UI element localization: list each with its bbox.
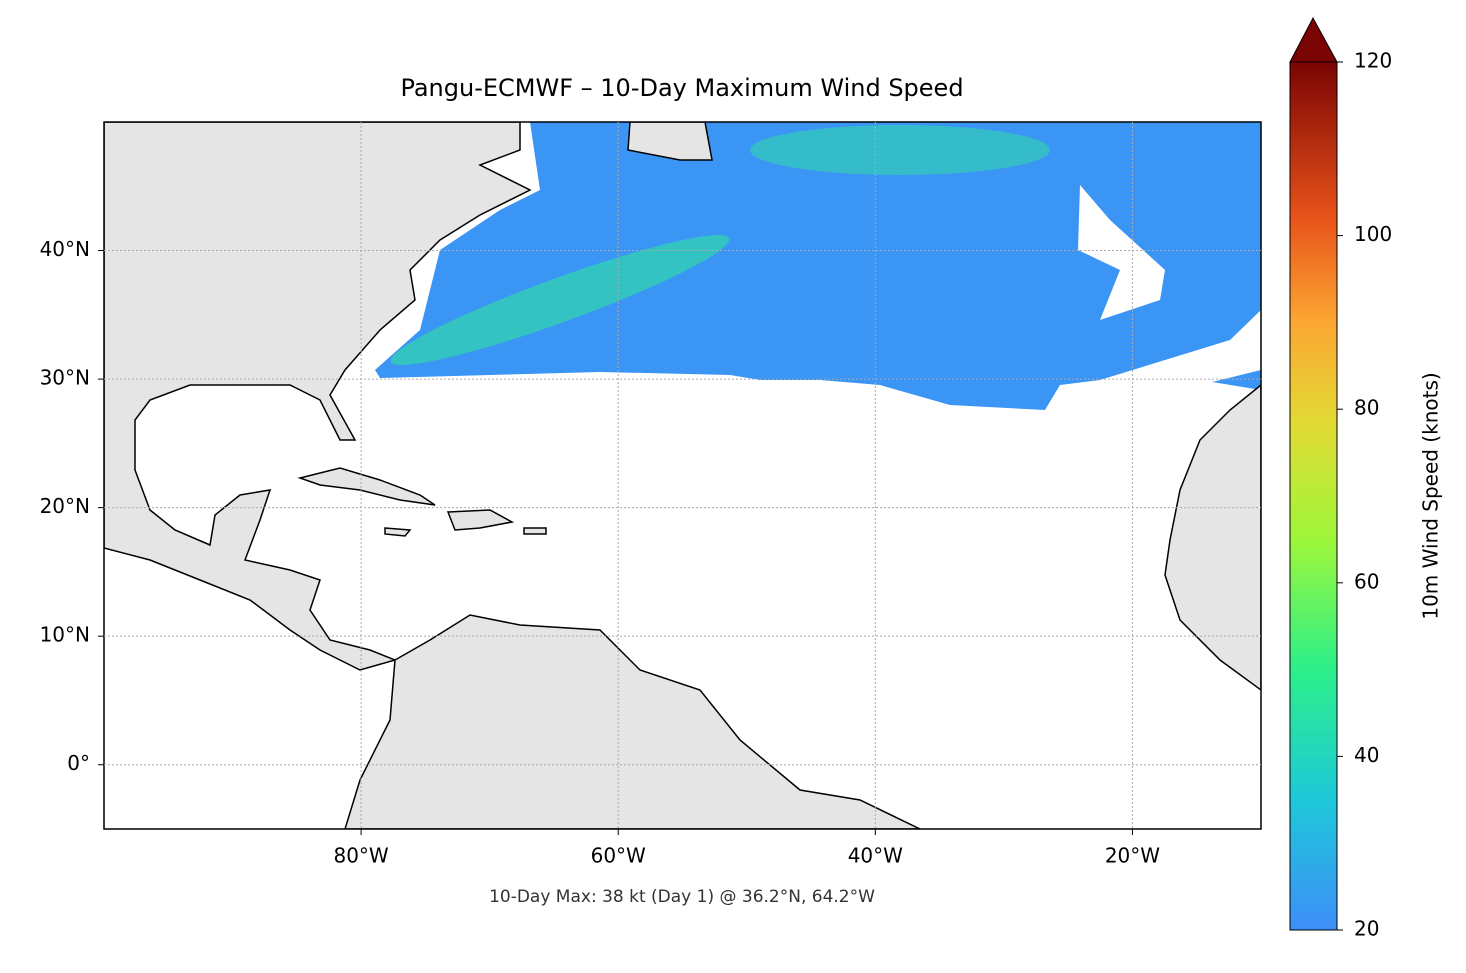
colorbar-extend xyxy=(1289,16,1338,63)
colorbar-tick-label: 40 xyxy=(1354,743,1379,767)
south-america xyxy=(344,614,921,829)
jamaica xyxy=(384,527,412,537)
y-tick-label: 10°N xyxy=(40,623,90,647)
x-tick-label: 40°W xyxy=(848,844,903,868)
colorbar-tick-label: 60 xyxy=(1354,569,1379,593)
wind-gap xyxy=(1078,185,1165,320)
y-tick-label: 0° xyxy=(67,751,90,775)
map xyxy=(104,122,1261,829)
wind-core xyxy=(390,235,730,365)
newfoundland xyxy=(627,122,713,161)
colorbar xyxy=(1289,61,1338,931)
colorbar-tick-label: 100 xyxy=(1354,222,1392,246)
x-tick-label: 80°W xyxy=(333,844,388,868)
wind-field xyxy=(375,122,1261,410)
y-tick-label: 20°N xyxy=(40,494,90,518)
puerto-rico xyxy=(523,527,547,535)
y-tick-label: 30°N xyxy=(40,366,90,390)
chart-title: Pangu-ECMWF – 10-Day Maximum Wind Speed xyxy=(400,74,963,102)
wind-core xyxy=(750,125,1050,175)
x-tick-label: 20°W xyxy=(1105,844,1160,868)
colorbar-tick-label: 120 xyxy=(1354,49,1392,73)
north-america xyxy=(104,122,532,671)
colorbar-tick-label: 20 xyxy=(1354,917,1379,941)
colorbar-label: 10m Wind Speed (knots) xyxy=(1419,372,1443,619)
hispaniola xyxy=(446,509,515,531)
x-tick-label: 60°W xyxy=(591,844,646,868)
annotation: 10-Day Max: 38 kt (Day 1) @ 36.2°N, 64.2… xyxy=(489,887,875,907)
colorbar-tick-label: 80 xyxy=(1354,396,1379,420)
y-tick-label: 40°N xyxy=(40,237,90,261)
africa xyxy=(1164,384,1261,691)
wind-gap xyxy=(1100,310,1261,385)
cuba xyxy=(297,467,436,506)
map-frame xyxy=(103,121,1262,830)
